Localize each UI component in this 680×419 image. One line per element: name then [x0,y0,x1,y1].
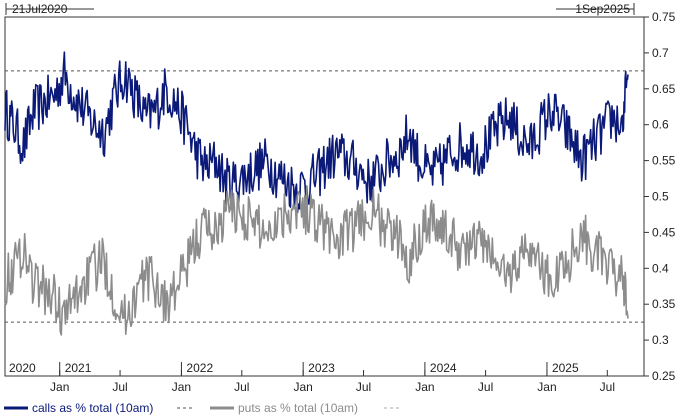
y-tick-label-9: 0.7 [652,46,669,60]
legend-label-puts: puts as % total (10am) [238,401,358,415]
y-tick-label-10: 0.75 [652,10,676,24]
y-tick-label-5: 0.5 [652,190,669,204]
y-tick-label-1: 0.3 [652,333,669,347]
year-label-2025: 2025 [552,361,579,375]
year-label-2020: 2020 [9,361,36,375]
y-tick-label-3: 0.4 [652,261,669,275]
x-tick-label-3: Jul [234,380,249,394]
range-start-label: 21Jul2020 [12,2,68,16]
y-tick-label-0: 0.25 [652,369,676,383]
reference-lines [5,70,644,323]
legend-label-calls: calls as % total (10am) [32,401,153,415]
x-tick-label-1: Jul [112,380,127,394]
range-end-label: 1Sep2025 [575,2,630,16]
year-label-2021: 2021 [65,361,92,375]
year-label-2022: 2022 [186,361,213,375]
y-tick-label-4: 0.45 [652,225,676,239]
x-tick-label-9: Jul [600,380,615,394]
y-axis: 0.25 0.3 0.35 0.4 0.45 0.5 0.55 0.6 0.65 0.7 0.75 [643,10,676,383]
series-line-calls [4,51,629,214]
legend: calls as % total (10am) puts as % total … [4,401,400,415]
y-tick-label-2: 0.35 [652,297,676,311]
x-tick-label-7: Jul [478,380,493,394]
x-tick-label-5: Jul [356,380,371,394]
y-tick-label-6: 0.55 [652,154,676,168]
series-line-puts [4,185,629,336]
x-axis: Jan Jul Jan Jul Jan Jul Jan Jul Jan Jul 2020 2021 20… [9,361,615,394]
year-label-2023: 2023 [308,361,335,375]
date-range-header: 21Jul2020 1Sep2025 [5,2,635,16]
x-tick-label-0: Jan [50,380,69,394]
y-tick-label-8: 0.65 [652,82,676,96]
x-tick-label-6: Jan [415,380,434,394]
x-tick-label-8: Jan [537,380,556,394]
series-layer [4,51,629,336]
x-tick-label-2: Jan [172,380,191,394]
legend-item-puts: puts as % total (10am) [210,401,400,415]
year-label-2024: 2024 [430,361,457,375]
x-tick-label-4: Jan [293,380,312,394]
y-tick-label-7: 0.6 [652,118,669,132]
legend-item-calls: calls as % total (10am) [4,401,193,415]
